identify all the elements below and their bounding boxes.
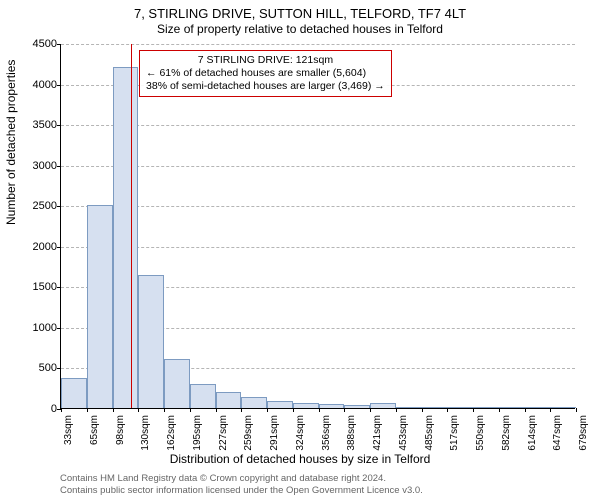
- histogram-bar: [138, 275, 164, 408]
- x-tick-label: 517sqm: [449, 415, 460, 455]
- chart-title: 7, STIRLING DRIVE, SUTTON HILL, TELFORD,…: [0, 6, 600, 21]
- annotation-box: 7 STIRLING DRIVE: 121sqm← 61% of detache…: [139, 50, 392, 97]
- y-tick-label: 0: [25, 403, 57, 415]
- chart-container: 7, STIRLING DRIVE, SUTTON HILL, TELFORD,…: [0, 0, 600, 500]
- histogram-bar: [164, 359, 190, 408]
- x-tick: [87, 408, 88, 412]
- y-tick-label: 1500: [25, 281, 57, 293]
- y-tick-label: 2000: [25, 241, 57, 253]
- y-tick: [57, 328, 61, 329]
- annotation-line: 38% of semi-detached houses are larger (…: [146, 80, 385, 93]
- histogram-bar: [525, 407, 551, 408]
- histogram-bar: [499, 407, 525, 408]
- x-tick: [216, 408, 217, 412]
- y-tick: [57, 44, 61, 45]
- x-tick-label: 227sqm: [218, 415, 229, 455]
- x-tick: [241, 408, 242, 412]
- x-tick-label: 65sqm: [89, 415, 100, 455]
- histogram-bar: [293, 403, 319, 408]
- y-axis-title: Number of detached properties: [4, 60, 18, 225]
- gridline: [61, 44, 575, 45]
- x-tick-label: 291sqm: [269, 415, 280, 455]
- x-tick: [447, 408, 448, 412]
- y-tick-label: 3000: [25, 160, 57, 172]
- y-tick-label: 1000: [25, 322, 57, 334]
- y-tick-label: 500: [25, 362, 57, 374]
- y-tick: [57, 247, 61, 248]
- histogram-bar: [87, 205, 113, 408]
- x-tick-label: 614sqm: [527, 415, 538, 455]
- x-tick-label: 388sqm: [346, 415, 357, 455]
- x-tick-label: 421sqm: [372, 415, 383, 455]
- histogram-bar: [216, 392, 242, 408]
- y-tick: [57, 166, 61, 167]
- x-tick: [164, 408, 165, 412]
- y-tick: [57, 85, 61, 86]
- y-tick-label: 4500: [25, 38, 57, 50]
- histogram-bar: [396, 407, 422, 408]
- x-tick: [267, 408, 268, 412]
- histogram-bar: [319, 404, 345, 408]
- histogram-bar: [447, 407, 473, 408]
- histogram-bar: [344, 405, 370, 408]
- histogram-bar: [370, 403, 396, 408]
- x-tick-label: 130sqm: [140, 415, 151, 455]
- x-tick-label: 485sqm: [424, 415, 435, 455]
- annotation-line: ← 61% of detached houses are smaller (5,…: [146, 67, 385, 80]
- x-tick: [473, 408, 474, 412]
- x-tick-label: 356sqm: [321, 415, 332, 455]
- x-tick: [525, 408, 526, 412]
- x-tick: [190, 408, 191, 412]
- histogram-bar: [113, 67, 139, 408]
- x-tick-label: 259sqm: [243, 415, 254, 455]
- histogram-bar: [422, 407, 448, 408]
- x-tick: [550, 408, 551, 412]
- x-tick: [344, 408, 345, 412]
- plot-area: 7 STIRLING DRIVE: 121sqm← 61% of detache…: [60, 44, 575, 409]
- footer-text: Contains HM Land Registry data © Crown c…: [60, 473, 423, 496]
- y-tick-label: 3500: [25, 119, 57, 131]
- x-tick: [138, 408, 139, 412]
- annotation-line: 7 STIRLING DRIVE: 121sqm: [146, 54, 385, 67]
- x-tick-label: 162sqm: [166, 415, 177, 455]
- histogram-bar: [61, 378, 87, 408]
- histogram-bar: [190, 384, 216, 408]
- y-tick: [57, 368, 61, 369]
- x-tick-label: 33sqm: [63, 415, 74, 455]
- histogram-bar: [267, 401, 293, 408]
- footer-line-2: Contains public sector information licen…: [60, 485, 423, 496]
- chart-subtitle: Size of property relative to detached ho…: [0, 22, 600, 36]
- x-tick-label: 324sqm: [295, 415, 306, 455]
- y-tick-label: 2500: [25, 200, 57, 212]
- histogram-bar: [473, 407, 499, 408]
- x-tick-label: 453sqm: [398, 415, 409, 455]
- y-tick: [57, 206, 61, 207]
- x-tick: [293, 408, 294, 412]
- x-tick-label: 582sqm: [501, 415, 512, 455]
- x-tick-label: 98sqm: [115, 415, 126, 455]
- histogram-bar: [550, 407, 576, 408]
- x-tick: [319, 408, 320, 412]
- y-tick: [57, 287, 61, 288]
- x-tick: [422, 408, 423, 412]
- footer-line-1: Contains HM Land Registry data © Crown c…: [60, 473, 423, 484]
- x-tick: [396, 408, 397, 412]
- x-tick: [61, 408, 62, 412]
- x-tick-label: 195sqm: [192, 415, 203, 455]
- x-tick: [370, 408, 371, 412]
- x-tick-label: 647sqm: [552, 415, 563, 455]
- x-tick: [499, 408, 500, 412]
- histogram-bar: [241, 397, 267, 408]
- y-tick: [57, 125, 61, 126]
- x-tick: [113, 408, 114, 412]
- y-tick-label: 4000: [25, 79, 57, 91]
- reference-line: [131, 44, 132, 408]
- x-tick: [576, 408, 577, 412]
- x-tick-label: 679sqm: [578, 415, 589, 455]
- x-tick-label: 550sqm: [475, 415, 486, 455]
